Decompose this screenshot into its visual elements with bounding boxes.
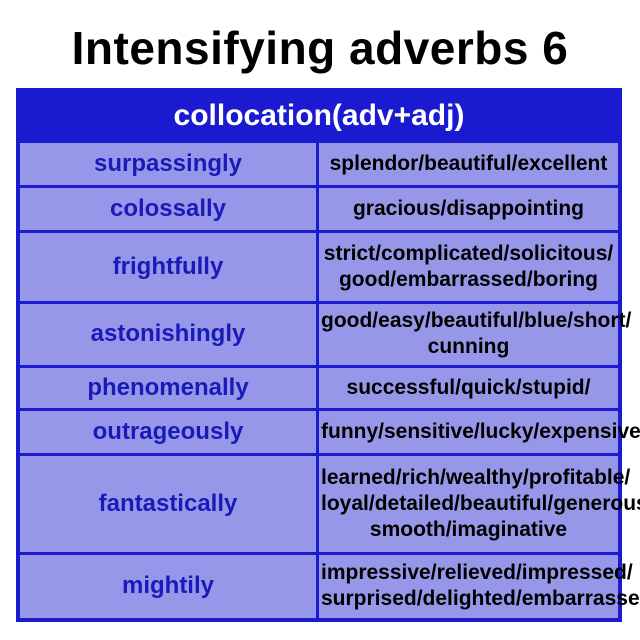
adjectives-cell: learned/rich/wealthy/profitable/ loyal/d… (319, 453, 640, 552)
adjective-line: smooth/imaginative (369, 517, 568, 541)
adverb-cell: frightfully (20, 230, 319, 301)
adverb-cell: outrageously (20, 408, 319, 454)
adjectives-cell: splendor/beautiful/excellent (319, 143, 618, 186)
adjective-line: splendor/beautiful/excellent (329, 152, 608, 176)
table-header: collocation(adv+adj) (20, 92, 618, 143)
adjective-line: gracious/disappointing (352, 197, 584, 221)
adverb-cell: surpassingly (20, 143, 319, 186)
adjective-line: loyal/detailed/beautiful/generous/ (321, 491, 640, 515)
adjective-line: cunning (427, 335, 510, 359)
table-row: frightfully strict/complicated/solicitou… (20, 230, 618, 301)
adjective-line: successful/quick/stupid/ (346, 375, 591, 399)
adjective-line: funny/sensitive/lucky/expensive (321, 420, 640, 444)
table-row: fantastically learned/rich/wealthy/profi… (20, 453, 640, 552)
adjectives-cell: gracious/disappointing (319, 185, 618, 231)
adjective-line: surprised/delighted/embarrassed (321, 587, 640, 611)
adjectives-cell: funny/sensitive/lucky/expensive (319, 408, 640, 454)
collocation-table: collocation(adv+adj) surpassingly splend… (16, 88, 640, 622)
adjectives-cell: impressive/relieved/impressed/ surprised… (319, 551, 640, 618)
adjective-line: impressive/relieved/impressed/ (321, 561, 633, 585)
table-row: phenomenally successful/quick/stupid/ (20, 364, 618, 409)
adverb-cell: mightily (20, 551, 319, 618)
adjective-line: strict/complicated/solicitous/ (323, 242, 614, 265)
adverb-cell: astonishingly (20, 300, 319, 365)
adverb-cell: colossally (20, 185, 319, 231)
adjective-line: good/embarrassed/boring (338, 268, 599, 291)
table-row: surpassingly splendor/beautiful/excellen… (20, 143, 618, 186)
adjectives-cell: strict/complicated/solicitous/ good/emba… (319, 230, 618, 301)
table-row: outrageously funny/sensitive/lucky/expen… (20, 408, 640, 454)
page-title: Intensifying adverbs 6 (71, 22, 569, 74)
table-row: colossally gracious/disappointing (20, 185, 618, 231)
adjectives-cell: good/easy/beautiful/blue/short/ cunning (319, 300, 632, 365)
adjective-line: good/easy/beautiful/blue/short/ (321, 309, 632, 333)
adverb-cell: fantastically (20, 453, 319, 552)
table-row: astonishingly good/easy/beautiful/blue/s… (20, 300, 632, 365)
table-row: mightily impressive/relieved/impressed/ … (20, 551, 640, 618)
adjectives-cell: successful/quick/stupid/ (319, 364, 618, 409)
adverb-cell: phenomenally (20, 364, 319, 409)
adjective-line: learned/rich/wealthy/profitable/ (321, 465, 631, 489)
